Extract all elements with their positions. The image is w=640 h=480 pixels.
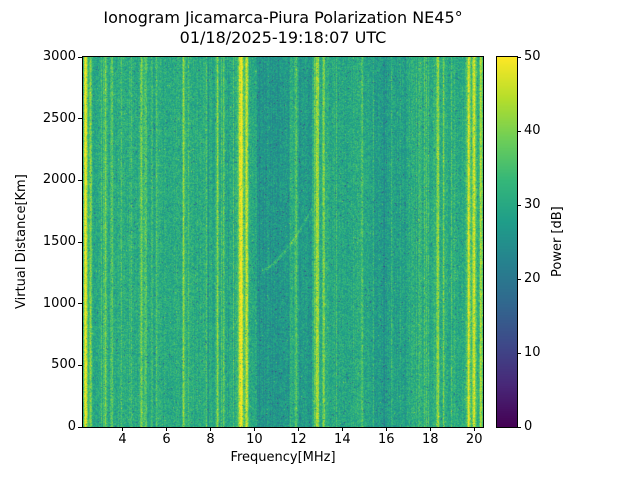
colorbar-canvas bbox=[497, 57, 517, 427]
x-tick bbox=[341, 427, 343, 431]
x-tick bbox=[297, 427, 299, 431]
colorbar-tick bbox=[517, 130, 521, 132]
colorbar-tick-label: 30 bbox=[524, 197, 541, 212]
ionogram-heatmap-canvas bbox=[83, 57, 483, 427]
x-tick-label: 8 bbox=[206, 432, 215, 447]
plot-area bbox=[82, 56, 484, 428]
colorbar-tick-label: 20 bbox=[524, 271, 541, 286]
y-tick-label: 1000 bbox=[42, 295, 76, 311]
y-tick bbox=[78, 241, 82, 243]
colorbar-tick-label: 0 bbox=[524, 419, 533, 434]
x-tick-label: 4 bbox=[118, 432, 127, 447]
x-tick bbox=[166, 427, 168, 431]
y-tick bbox=[78, 303, 82, 305]
colorbar bbox=[496, 56, 518, 428]
colorbar-tick-label: 50 bbox=[524, 49, 541, 64]
colorbar-tick bbox=[517, 278, 521, 280]
x-tick-label: 6 bbox=[162, 432, 171, 447]
y-tick bbox=[78, 118, 82, 120]
x-tick-label: 12 bbox=[290, 432, 307, 447]
x-tick-label: 14 bbox=[334, 432, 351, 447]
x-tick-label: 18 bbox=[421, 432, 439, 447]
y-tick bbox=[78, 179, 82, 181]
chart-title: Ionogram Jicamarca-Piura Polarization NE… bbox=[83, 8, 483, 48]
x-axis-label: Frequency[MHz] bbox=[230, 450, 336, 465]
colorbar-tick bbox=[517, 352, 521, 354]
x-tick-label: 10 bbox=[246, 432, 263, 447]
x-tick bbox=[122, 427, 124, 431]
y-tick bbox=[78, 364, 82, 366]
colorbar-tick bbox=[517, 426, 521, 428]
y-tick-label: 1500 bbox=[42, 234, 76, 249]
colorbar-tick bbox=[517, 204, 521, 206]
colorbar-tick bbox=[517, 56, 521, 58]
colorbar-tick-label: 10 bbox=[524, 345, 541, 360]
y-axis-label: Virtual Distance[Km] bbox=[14, 174, 29, 310]
x-tick-label: 20 bbox=[465, 432, 483, 447]
y-tick-label: 2500 bbox=[42, 110, 76, 126]
x-tick bbox=[385, 427, 387, 431]
x-tick bbox=[473, 427, 475, 431]
chart-title-line2: 01/18/2025-19:18:07 UTC bbox=[179, 28, 387, 47]
x-tick bbox=[209, 427, 211, 431]
y-tick-label: 2000 bbox=[42, 172, 76, 188]
x-tick-label: 16 bbox=[378, 432, 395, 447]
y-tick bbox=[78, 426, 82, 428]
y-tick bbox=[78, 56, 82, 58]
y-tick-label: 500 bbox=[51, 357, 76, 373]
colorbar-label: Power [dB] bbox=[550, 206, 565, 278]
colorbar-tick-label: 40 bbox=[524, 123, 541, 138]
y-tick-label: 3000 bbox=[42, 49, 76, 64]
chart-title-line1: Ionogram Jicamarca-Piura Polarization NE… bbox=[103, 8, 463, 27]
y-tick-label: 0 bbox=[67, 419, 76, 434]
x-tick bbox=[429, 427, 431, 431]
x-tick bbox=[253, 427, 255, 431]
